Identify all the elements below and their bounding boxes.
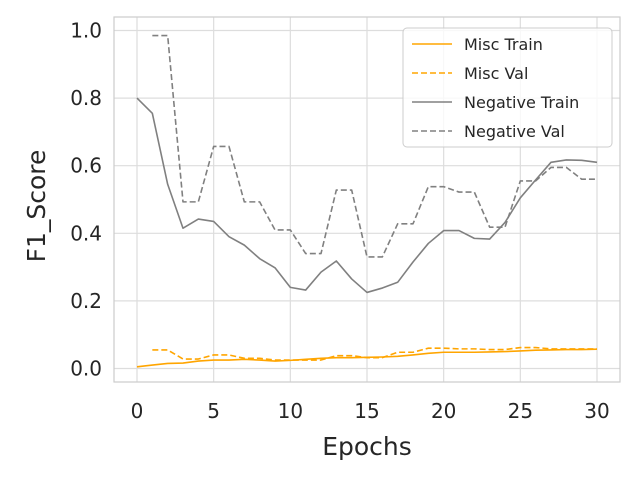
y-tick-label: 0.0 — [70, 356, 102, 380]
legend-box — [402, 27, 613, 148]
legend-entry-label: Negative Train — [464, 93, 579, 112]
x-tick-label: 15 — [354, 399, 379, 423]
x-tick-label: 20 — [431, 399, 456, 423]
x-tick-labels: 0 5 10 15 20 25 30 — [131, 399, 610, 423]
x-tick-label: 5 — [207, 399, 220, 423]
y-tick-label: 0.2 — [70, 289, 102, 313]
x-tick-label: 0 — [131, 399, 144, 423]
series-line-negative-train — [136, 97, 598, 294]
x-axis-title: Epochs — [322, 432, 412, 461]
y-tick-label: 0.4 — [70, 221, 102, 245]
series-line-negative-val — [152, 34, 597, 258]
legend-entry-label: Misc Val — [464, 64, 528, 83]
series-lines — [136, 34, 598, 368]
y-tick-labels: 0.0 0.2 0.4 0.6 0.8 1.0 — [70, 19, 102, 381]
x-tick-label: 10 — [278, 399, 303, 423]
y-axis-title: F1_Score — [22, 150, 51, 263]
legend: Misc Train Misc Val Negative Train Negative… — [402, 27, 613, 148]
series-line-misc-val — [152, 346, 597, 361]
x-tick-label: 25 — [508, 399, 533, 423]
x-tick-label: 30 — [584, 399, 609, 423]
y-tick-label: 1.0 — [70, 19, 102, 43]
legend-entry-label: Negative Val — [464, 122, 565, 141]
plot-area-frame — [113, 16, 621, 383]
legend-entry-label: Misc Train — [464, 35, 543, 54]
y-tick-label: 0.8 — [70, 86, 102, 110]
y-tick-label: 0.6 — [70, 154, 102, 178]
